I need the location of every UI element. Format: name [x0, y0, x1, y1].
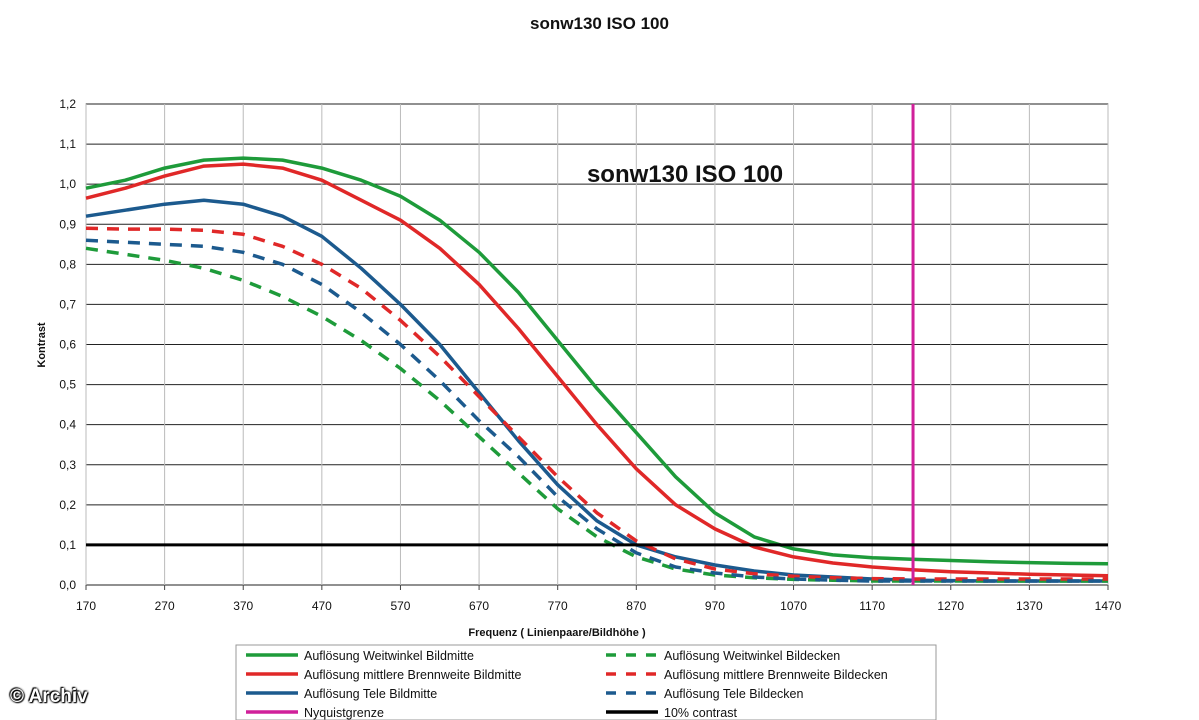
x-tick-label: 370 — [233, 599, 253, 613]
x-tick-label: 1370 — [1016, 599, 1043, 613]
series-line — [85, 238, 1108, 583]
x-tick-label: 1070 — [780, 599, 807, 613]
inner-title: sonw130 ISO 100 — [587, 161, 783, 188]
legend-label: Auflösung Tele Bildmitte — [304, 687, 437, 701]
x-tick-label: 670 — [469, 599, 489, 613]
watermark: © Archiv — [10, 686, 88, 707]
x-tick-label: 170 — [76, 599, 96, 613]
series-line — [85, 246, 1108, 583]
x-tick-label: 570 — [390, 599, 410, 613]
y-tick-label: 0,3 — [59, 458, 76, 472]
y-axis-label: Kontrast — [36, 322, 48, 368]
x-tick-label: 1170 — [859, 599, 885, 613]
x-tick-label: 1270 — [937, 599, 964, 613]
y-tick-label: 1,0 — [59, 177, 76, 191]
y-tick-label: 0,6 — [59, 338, 76, 352]
x-axis-label: Frequenz ( Linienpaare/Bildhöhe ) — [468, 627, 646, 639]
y-tick-label: 1,2 — [59, 97, 76, 111]
legend-label: Auflösung Tele Bildecken — [664, 687, 803, 701]
y-tick-label: 0,7 — [59, 297, 76, 311]
legend-label: Auflösung mittlere Brennweite Bildmitte — [304, 668, 522, 682]
series-line — [85, 156, 1109, 566]
y-tick-label: 0,4 — [59, 418, 76, 432]
y-tick-label: 1,1 — [59, 137, 76, 151]
legend-box — [235, 644, 937, 720]
legend-label: Auflösung Weitwinkel Bildecken — [664, 649, 840, 663]
legend-label: Auflösung Weitwinkel Bildmitte — [304, 649, 474, 663]
x-tick-label: 270 — [155, 599, 175, 613]
y-tick-label: 0,0 — [59, 578, 76, 592]
x-tick-label: 770 — [548, 599, 568, 613]
legend-label: Nyquistgrenze — [304, 706, 384, 720]
legend-label: 10% contrast — [664, 706, 737, 720]
x-tick-label: 870 — [626, 599, 646, 613]
x-tick-label: 970 — [705, 599, 725, 613]
x-tick-label: 1470 — [1095, 599, 1122, 613]
chart-title: sonw130 ISO 100 — [530, 14, 669, 33]
series-line — [85, 162, 1109, 578]
y-tick-label: 0,8 — [59, 257, 76, 271]
y-tick-label: 0,5 — [59, 378, 76, 392]
legend-label: Auflösung mittlere Brennweite Bildecken — [664, 668, 888, 682]
x-tick-label: 470 — [312, 599, 332, 613]
y-tick-label: 0,2 — [59, 498, 76, 512]
series-line — [85, 226, 1108, 581]
y-tick-label: 0,1 — [59, 538, 76, 552]
y-tick-label: 0,9 — [59, 217, 76, 231]
